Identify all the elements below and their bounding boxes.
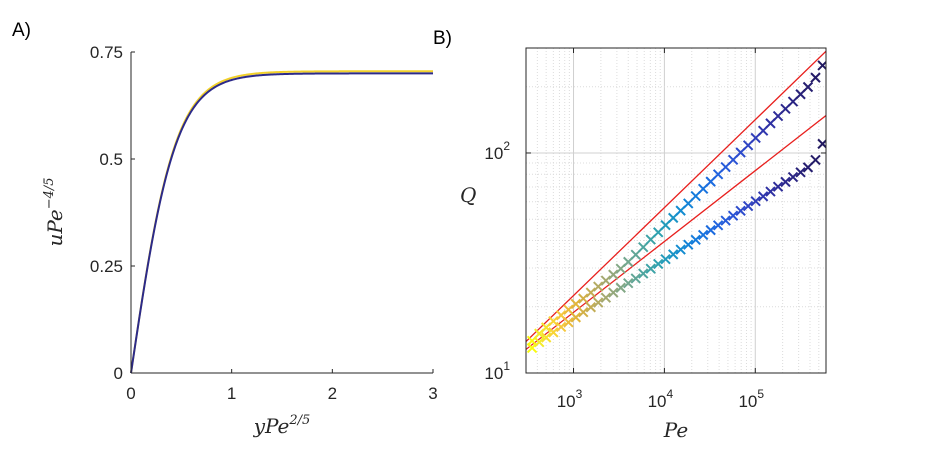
panel-b-label: B) <box>433 28 452 49</box>
marker-lower <box>608 287 619 298</box>
marker-upper <box>608 269 619 280</box>
y-tick-label: 101 <box>484 359 510 383</box>
marker-lower <box>555 321 567 333</box>
marker-upper <box>563 304 574 315</box>
panel-a-x-label: yPe2/5 <box>253 413 311 438</box>
panel-b-fit-lines <box>526 50 826 350</box>
panel-b-y-label: Q <box>460 183 476 207</box>
panel-a-label: A) <box>12 20 31 41</box>
marker-lower <box>697 229 709 241</box>
marker-lower <box>795 167 806 178</box>
x-tick-label: 1 <box>227 384 236 403</box>
x-tick-label: 103 <box>557 387 583 411</box>
marker-upper <box>578 293 589 304</box>
series-profile-yellow <box>130 70 433 374</box>
marker-lower <box>765 186 776 197</box>
marker-lower <box>742 200 754 212</box>
panel-a-y-label-sup: −4/5 <box>42 177 57 209</box>
marker-lower <box>675 244 686 255</box>
marker-upper <box>548 315 559 327</box>
marker-lower <box>712 220 724 231</box>
panel-b-ticks: 103 104 105 101 102 <box>484 48 826 411</box>
marker-lower <box>683 239 694 250</box>
panel-a-x-label-sup: 2/5 <box>288 413 310 428</box>
panel-b-grid <box>525 47 827 374</box>
marker-lower <box>690 234 701 246</box>
marker-lower <box>757 191 769 202</box>
marker-lower <box>653 258 664 270</box>
panel-b: B) 103 104 105 101 102 Pe Q <box>433 28 827 442</box>
x-tick-label: 0 <box>126 384 135 403</box>
marker-lower <box>772 181 784 192</box>
marker-lower <box>570 312 582 323</box>
marker-lower <box>780 176 791 188</box>
marker-lower <box>720 215 731 226</box>
y-tick-label: 0.25 <box>90 257 123 276</box>
marker-lower <box>630 273 641 284</box>
marker-lower <box>600 292 612 303</box>
marker-lower <box>534 337 545 348</box>
marker-lower <box>540 332 552 343</box>
marker-upper <box>593 281 604 292</box>
fit-lower <box>526 115 826 350</box>
marker-lower <box>787 171 799 183</box>
marker-upper <box>810 72 821 83</box>
y-tick-label: 0.75 <box>90 43 123 62</box>
panel-a-x-label-base: yPe <box>253 414 290 438</box>
fit-upper <box>526 50 826 343</box>
marker-lower <box>638 268 649 279</box>
panel-a-ticks: 0 1 2 3 0 0.25 0.5 0.75 <box>90 43 438 403</box>
marker-lower <box>750 195 761 207</box>
panel-a-y-label: uPe−4/5 <box>42 177 67 246</box>
panel-b-plot-area: 103 104 105 101 102 <box>484 47 827 411</box>
marker-lower <box>615 282 626 293</box>
panel-a-plot-area: 0 1 2 3 0 0.25 0.5 0.75 <box>90 43 438 403</box>
y-tick-label: 102 <box>484 139 510 163</box>
panel-a-curves <box>130 70 433 374</box>
marker-upper <box>802 81 814 93</box>
marker-upper <box>638 242 649 253</box>
marker-lower <box>727 210 739 221</box>
marker-lower <box>802 162 814 173</box>
y-tick-label: 0.5 <box>99 150 123 169</box>
series-profile-blue <box>130 72 433 374</box>
panel-b-x-label: Pe <box>663 418 688 442</box>
panel-a-y-label-base: uPe <box>43 209 67 246</box>
x-tick-label: 2 <box>328 384 337 403</box>
marker-upper <box>600 275 612 286</box>
marker-lower <box>623 277 634 289</box>
x-tick-label: 104 <box>648 387 674 411</box>
marker-lower <box>578 306 589 318</box>
marker-upper <box>585 287 597 298</box>
marker-lower <box>585 302 597 313</box>
marker-lower <box>668 249 679 260</box>
marker-lower <box>810 154 821 166</box>
marker-lower <box>563 317 574 328</box>
x-tick-label: 105 <box>738 387 764 411</box>
x-tick-label: 3 <box>428 384 437 403</box>
panel-b-axes-box <box>525 47 827 374</box>
marker-lower <box>645 263 656 274</box>
marker-upper <box>570 298 582 310</box>
marker-lower <box>660 253 671 265</box>
marker-lower <box>735 205 746 217</box>
marker-lower <box>548 327 559 338</box>
panel-a: A) 0 1 2 3 0 0.25 0.5 0.75 yPe2/5 uPe−4/5 <box>12 20 438 438</box>
marker-lower <box>705 224 716 236</box>
y-tick-label: 0 <box>114 364 123 383</box>
marker-lower <box>526 342 538 354</box>
panel-b-markers <box>526 60 826 354</box>
marker-lower <box>593 297 604 308</box>
